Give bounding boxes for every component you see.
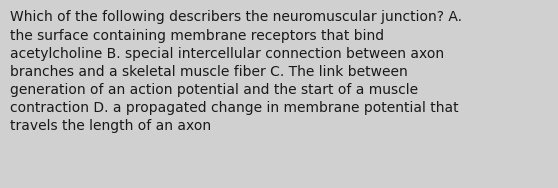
Text: Which of the following describers the neuromuscular junction? A.
the surface con: Which of the following describers the ne… bbox=[10, 10, 462, 133]
